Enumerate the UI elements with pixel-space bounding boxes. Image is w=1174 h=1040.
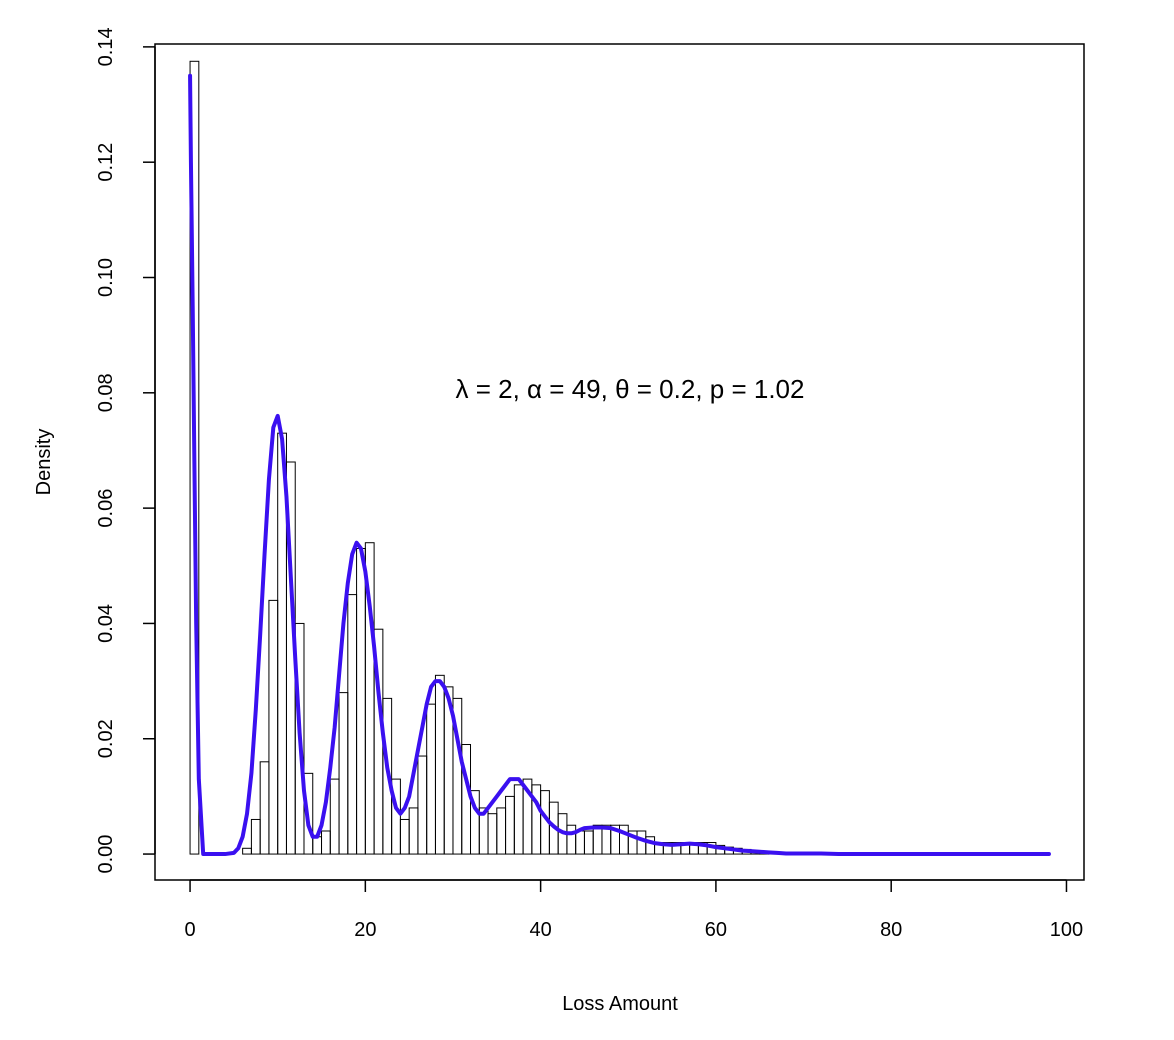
- x-tick-label: 80: [880, 919, 902, 941]
- histogram-bar: [189, 60, 200, 855]
- y-tick-label: 0.02: [95, 719, 117, 758]
- histogram-bar: [636, 830, 647, 855]
- y-axis: 0.00 0.02 0.04 0.06 0.08 0.10 0.12 0.14: [95, 27, 156, 874]
- histogram-bar: [294, 622, 305, 855]
- histogram-bar: [575, 830, 585, 855]
- histogram-bar: [303, 772, 314, 855]
- histogram-bar: [312, 836, 323, 855]
- x-tick-label: 40: [529, 919, 551, 941]
- histogram-bar: [382, 697, 393, 855]
- histogram-bar: [487, 813, 498, 855]
- histogram-bar: [513, 784, 524, 855]
- x-tick-label: 20: [354, 919, 376, 941]
- density-curve-line: [188, 73, 1051, 857]
- histogram-bar: [347, 594, 358, 855]
- histogram-bar: [268, 599, 279, 855]
- histogram-bar: [583, 830, 594, 855]
- y-tick-label: 0.12: [95, 143, 117, 182]
- y-tick-label: 0.14: [95, 27, 117, 66]
- histogram-bar: [321, 830, 331, 855]
- x-tick-label: 60: [705, 919, 727, 941]
- histogram-bar: [259, 761, 270, 855]
- histogram-bar: [356, 547, 366, 855]
- histogram-bar: [566, 824, 577, 855]
- histogram-bar: [426, 703, 436, 855]
- x-tick-label: 100: [1050, 919, 1083, 941]
- parameter-annotation: λ = 2, α = 49, θ = 0.2, p = 1.02: [456, 374, 805, 404]
- y-tick-label: 0.08: [95, 373, 117, 412]
- histogram-bar: [496, 807, 507, 855]
- y-axis-label: Density: [33, 429, 55, 496]
- histogram-bar: [338, 692, 349, 855]
- histogram-bar: [250, 818, 261, 855]
- y-tick-label: 0.00: [95, 835, 117, 874]
- histogram-bar: [505, 795, 515, 855]
- histogram-bar: [399, 818, 410, 855]
- histogram-bars: [189, 60, 857, 855]
- x-axis-label: Loss Amount: [562, 993, 678, 1015]
- y-tick-label: 0.10: [95, 258, 117, 297]
- histogram-bar: [242, 847, 252, 855]
- x-axis: 0 20 40 60 80 100: [184, 879, 1083, 941]
- histogram-bar: [408, 807, 419, 855]
- histogram-bar: [434, 674, 445, 855]
- histogram-bar: [592, 824, 603, 855]
- x-tick-label: 0: [184, 919, 195, 941]
- histogram-bar: [329, 778, 340, 855]
- y-tick-label: 0.04: [95, 604, 117, 643]
- density-curve-layer: [188, 73, 1051, 857]
- histogram-bar: [391, 778, 401, 855]
- y-tick-label: 0.06: [95, 489, 117, 528]
- histogram-bar: [417, 755, 428, 855]
